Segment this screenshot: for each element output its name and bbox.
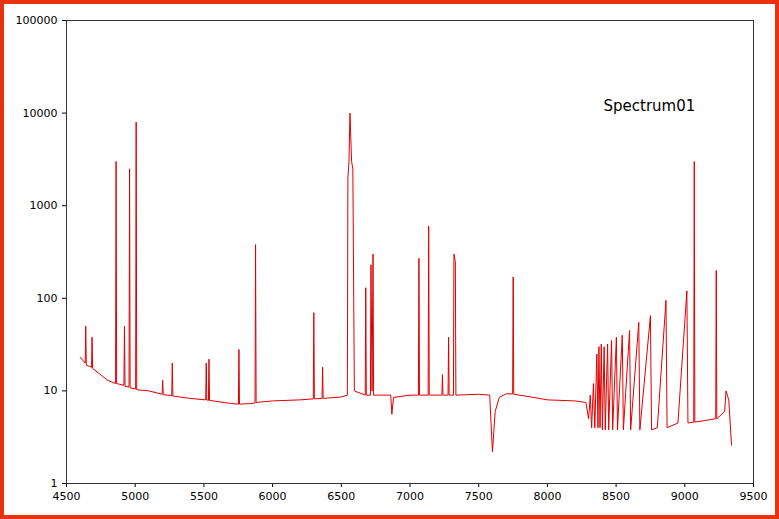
svg-text:Spectrum01: Spectrum01 xyxy=(604,97,696,115)
svg-text:8500: 8500 xyxy=(602,490,630,503)
svg-text:100000: 100000 xyxy=(16,14,58,27)
svg-text:9000: 9000 xyxy=(671,490,699,503)
svg-text:7500: 7500 xyxy=(465,490,493,503)
svg-text:5500: 5500 xyxy=(190,490,218,503)
svg-text:7000: 7000 xyxy=(396,490,424,503)
svg-text:1: 1 xyxy=(51,477,58,490)
svg-text:8000: 8000 xyxy=(533,490,561,503)
svg-text:6500: 6500 xyxy=(327,490,355,503)
svg-text:5000: 5000 xyxy=(121,490,149,503)
svg-text:4500: 4500 xyxy=(53,490,81,503)
svg-text:1000: 1000 xyxy=(30,199,58,212)
svg-text:6000: 6000 xyxy=(259,490,287,503)
svg-text:100: 100 xyxy=(37,292,58,305)
svg-text:9500: 9500 xyxy=(740,490,768,503)
svg-text:10000: 10000 xyxy=(23,107,58,120)
svg-text:10: 10 xyxy=(44,384,58,397)
